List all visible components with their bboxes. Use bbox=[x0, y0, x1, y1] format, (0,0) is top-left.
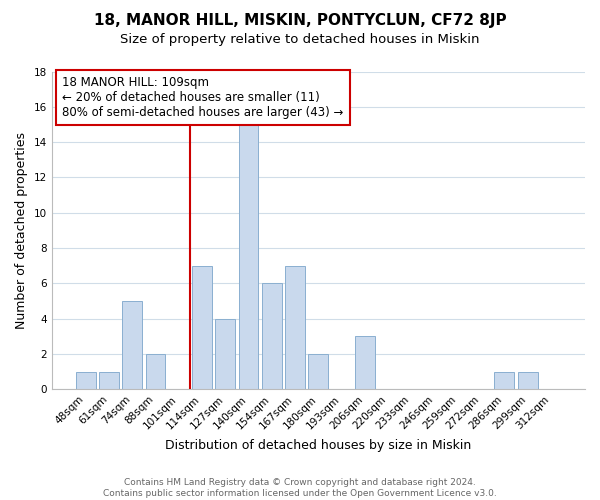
Bar bbox=[99, 372, 119, 390]
Text: 18, MANOR HILL, MISKIN, PONTYCLUN, CF72 8JP: 18, MANOR HILL, MISKIN, PONTYCLUN, CF72 … bbox=[94, 12, 506, 28]
Bar bbox=[239, 124, 259, 390]
Bar bbox=[146, 354, 166, 390]
Text: Contains HM Land Registry data © Crown copyright and database right 2024.
Contai: Contains HM Land Registry data © Crown c… bbox=[103, 478, 497, 498]
Bar bbox=[215, 319, 235, 390]
Bar bbox=[494, 372, 514, 390]
Bar bbox=[518, 372, 538, 390]
Bar bbox=[285, 266, 305, 390]
Bar bbox=[192, 266, 212, 390]
Bar bbox=[122, 301, 142, 390]
Bar bbox=[76, 372, 95, 390]
Bar bbox=[355, 336, 375, 390]
Text: Size of property relative to detached houses in Miskin: Size of property relative to detached ho… bbox=[120, 32, 480, 46]
Text: 18 MANOR HILL: 109sqm
← 20% of detached houses are smaller (11)
80% of semi-deta: 18 MANOR HILL: 109sqm ← 20% of detached … bbox=[62, 76, 344, 120]
Y-axis label: Number of detached properties: Number of detached properties bbox=[15, 132, 28, 329]
Bar bbox=[262, 284, 282, 390]
Bar bbox=[308, 354, 328, 390]
X-axis label: Distribution of detached houses by size in Miskin: Distribution of detached houses by size … bbox=[165, 440, 472, 452]
